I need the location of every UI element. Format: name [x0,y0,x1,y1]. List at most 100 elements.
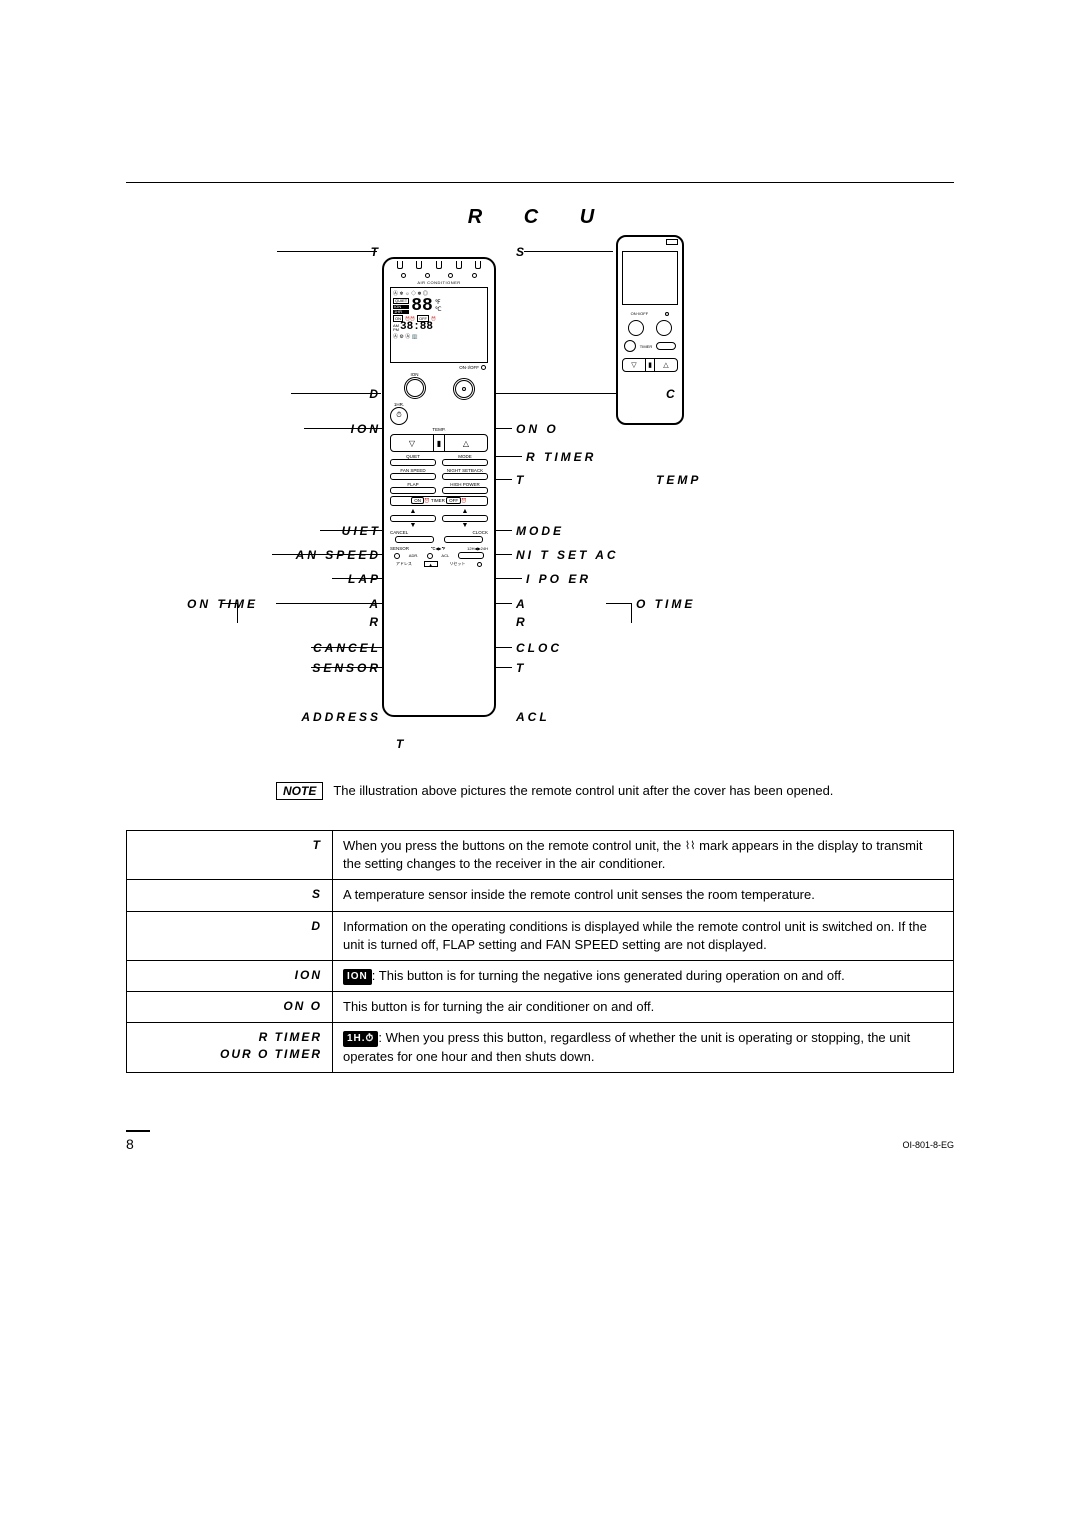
top-rule [126,182,954,183]
small-timer-pill-icon [656,342,676,350]
remote-button-pill-icon [390,473,436,480]
callout-label-left: CANCEL [313,641,381,655]
callout-label-left: T [396,737,406,751]
remote-button-group: NIGHT SETBACK [442,468,488,480]
remote-button-group: FAN SPEED [390,468,436,480]
clock-label: CLOCK [472,530,488,535]
callout-label-right: ACL [516,710,550,724]
table-value: Information on the operating conditions … [333,911,954,960]
page-footer: 8 OI-801-8-EG [126,1130,954,1154]
small-timer-label: TIMER [640,344,652,349]
note-text: The illustration above pictures the remo… [333,782,853,800]
remote-button-pill-icon [390,459,436,466]
small-hr-button-icon [624,340,636,352]
callout-label-left: UIET [342,524,381,538]
table-key: S [127,880,333,911]
remote-button-group: FLAP [390,482,436,494]
remote-button-pill-icon [442,473,488,480]
on-off-label: ON·I/OFF [459,365,479,370]
callout-label-right: S [516,245,527,259]
small-power-button-icon [656,320,672,336]
leader-line [291,393,381,394]
ion-button-icon [404,377,426,399]
hr-btn-label: 1HR. [390,402,408,407]
note-row: NOTE The illustration above pictures the… [276,782,853,800]
remote-button-label: NIGHT SETBACK [442,468,488,473]
table-row: SA temperature sensor inside the remote … [127,880,954,911]
callout-label-left: T [371,245,381,259]
leader-line [277,251,377,252]
table-row: R TIMEROUR O TIMER1H.⏱: When you press t… [127,1023,954,1072]
temp-adjust-panel: ▽ ▮ △ [390,434,488,452]
remote-button-pill-icon [442,459,488,466]
small-remote-screen [622,251,678,305]
callout-label-left: SENSOR [312,661,381,675]
ion-btn-label: ION [404,372,426,377]
remote-button-pill-icon [442,487,488,494]
callout-label-left: LAP [348,572,381,586]
remote-button-pill-icon [390,487,436,494]
document-id: OI-801-8-EG [902,1140,954,1150]
page-title: R C U [126,206,954,229]
callout-label-right: C [666,387,678,401]
callout-label-right: O TIME [636,597,695,611]
cancel-label: CANCEL [390,530,408,535]
callout-label-right: MODE [516,524,564,538]
footer-tick [126,1130,150,1132]
small-temp-panel: ▽ ▮ △ [622,358,678,372]
remote-button-group: MODE [442,454,488,466]
remote-diagram: AIR CONDITIONER Ⓐ ❄ ☼ ◇ ❅ ◎ QUIET ION 1H… [126,237,954,797]
small-ion-button-icon [628,320,644,336]
callout-label-left: ADDRESS [301,710,381,724]
callout-label-left: ION [351,422,381,436]
timer-on-off-row: ON⏰ TIMER OFF⏰ [390,496,488,506]
page-number: 8 [126,1136,134,1152]
callout-label-left: D [369,387,381,401]
callout-label-right: TEMP [656,473,701,487]
callout-label-right: I PO ER [526,572,591,586]
small-on-off-label: ON·I/OFF [631,311,649,316]
hr-badge-icon: 1H.⏱ [343,1031,378,1047]
table-row: IONION: This button is for turning the n… [127,960,954,991]
table-row: DInformation on the operating conditions… [127,911,954,960]
callout-label-left: R [369,615,381,629]
leader-line [631,603,632,623]
leader-line [496,479,512,480]
callout-label-right: CLOC [516,641,562,655]
remote-lcd-screen: Ⓐ ❄ ☼ ◇ ❅ ◎ QUIET ION 1HR 88 ℉℃ ON⏰⏰ OFF… [390,287,488,363]
callout-label-right: R TIMER [526,450,596,464]
callout-label-right: A [516,597,528,611]
note-badge: NOTE [276,782,323,800]
callout-label-right: T [516,661,526,675]
callout-label-right: NI T SET AC [516,548,619,562]
callout-label-right: ON O [516,422,559,436]
callout-label-left: A [369,597,381,611]
remote-button-group: HIGH POWER [442,482,488,494]
callout-label-right: R [516,615,528,629]
remote-main-illustration: AIR CONDITIONER Ⓐ ❄ ☼ ◇ ❅ ◎ QUIET ION 1H… [382,257,496,717]
air-conditioner-label: AIR CONDITIONER [384,280,494,285]
callout-label-left: AN SPEED [296,548,381,562]
callout-label-left: ON TIME [187,597,258,611]
leader-line [606,603,631,604]
table-value: When you press the buttons on the remote… [333,831,954,880]
callout-label-right: T [516,473,526,487]
table-key: T [127,831,333,880]
hr-button-icon: ⏱ [390,407,408,425]
table-row: TWhen you press the buttons on the remot… [127,831,954,880]
transmit-icon: ⌇⌇ [685,839,696,854]
temp-label: TEMP. [384,427,494,432]
sensor-label: SENSOR [390,546,409,551]
table-key: D [127,911,333,960]
table-row: ON OThis button is for turning the air c… [127,992,954,1023]
remote-button-group: QUIET [390,454,436,466]
table-value: 1H.⏱: When you press this button, regard… [333,1023,954,1072]
leader-line [524,251,613,252]
table-key: ION [127,960,333,991]
table-key: R TIMEROUR O TIMER [127,1023,333,1072]
table-key: ON O [127,992,333,1023]
description-table: TWhen you press the buttons on the remot… [126,830,954,1073]
ion-badge-icon: ION [343,969,372,985]
on-off-button-icon [453,378,475,400]
table-value: ION: This button is for turning the nega… [333,960,954,991]
